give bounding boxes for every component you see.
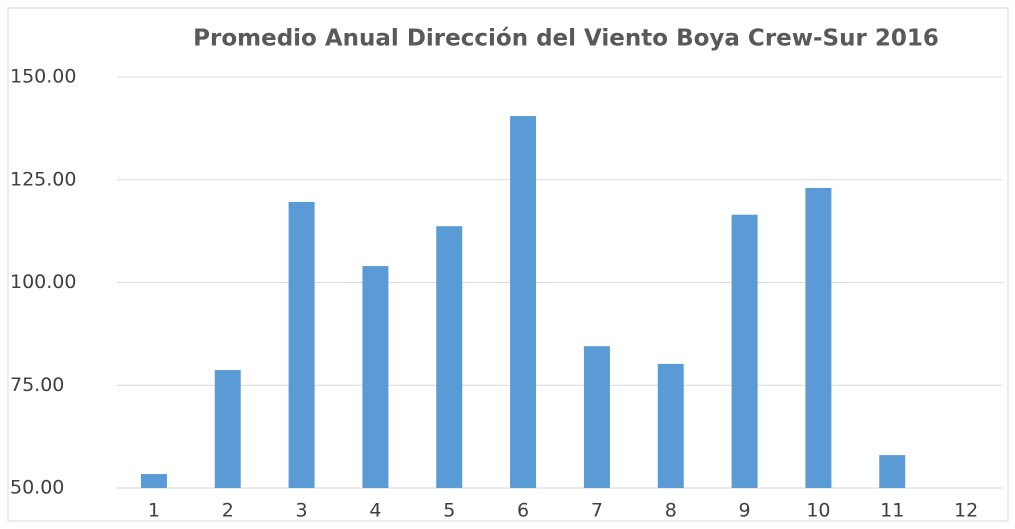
bar: [140, 474, 167, 488]
bar: [510, 116, 537, 489]
bar: [879, 455, 906, 488]
y-tick-label: 150.00: [10, 66, 76, 88]
bar: [288, 201, 315, 488]
y-tick-label: 50.00: [10, 477, 64, 499]
bar: [657, 363, 684, 488]
chart-title: Promedio Anual Dirección del Viento Boya…: [193, 26, 939, 52]
bar: [436, 226, 463, 488]
x-tick-label: 1: [148, 500, 160, 522]
x-tick-label: 8: [665, 500, 677, 522]
y-tick-label: 100.00: [10, 271, 76, 293]
chart-frame: [7, 7, 1009, 522]
x-tick-label: 10: [806, 500, 830, 522]
x-tick-label: 6: [517, 500, 529, 522]
bar: [362, 266, 389, 488]
x-tick-label: 7: [591, 500, 603, 522]
x-tick-label: 4: [369, 500, 381, 522]
bar: [214, 370, 241, 488]
bar: [583, 346, 610, 488]
bar: [731, 214, 758, 488]
x-tick-label: 3: [296, 500, 308, 522]
x-tick-label: 2: [222, 500, 234, 522]
bar: [805, 187, 832, 488]
x-tick-label: 11: [880, 500, 904, 522]
y-tick-label: 75.00: [10, 374, 64, 396]
x-tick-label: 5: [443, 500, 455, 522]
y-tick-label: 125.00: [10, 168, 76, 190]
x-tick-label: 9: [739, 500, 751, 522]
x-tick-label: 12: [954, 500, 978, 522]
